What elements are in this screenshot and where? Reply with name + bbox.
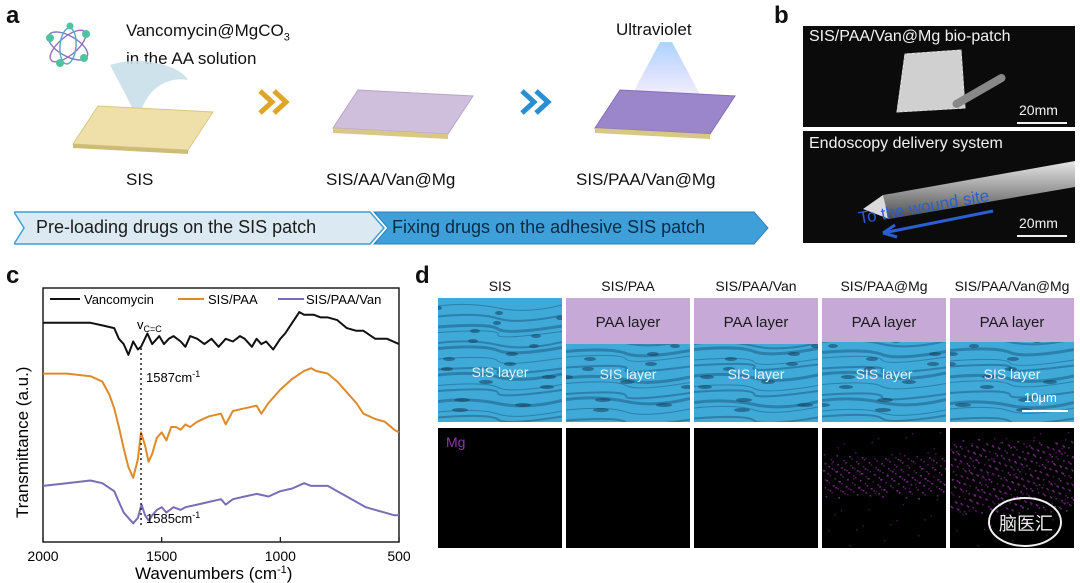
mg-map: Mg [438,428,562,548]
sem-column-title: SIS/PAA/Van [715,278,797,294]
legend-sis-paa: SIS/PAA [208,292,258,307]
series-line-sis-paa [43,367,400,479]
drug-molecule-illustration [46,22,90,67]
sis-layer-label: SIS layer [855,366,913,382]
mg-map [694,428,818,548]
watermark-logo: 脑医汇 [988,497,1062,547]
patch-label-sis-paa: SIS/PAA/Van@Mg [576,170,716,189]
arrow-icon-step2 [520,89,552,115]
sem-column-title: SIS/PAA/Van@Mg [954,278,1070,294]
ftir-chart: 2000 1500 1000 500 Vancomycin SIS/PAA SIS/P… [13,287,410,583]
sis-paa-patch [594,89,736,139]
sem-scalebar [1022,410,1068,412]
arrow-icon-step1 [258,89,290,115]
series-line-sis-paa-van [42,479,399,525]
sem-image: PAA layer SIS layer [566,298,690,422]
peak1-annotation: 1587cm-1 [146,369,200,385]
x-tick-label: 2000 [27,548,58,564]
plot-frame [42,287,400,543]
sem-column-title: SIS [488,278,512,294]
x-tick-label: 1500 [146,548,177,564]
sem-image: SIS layer [438,298,562,422]
step2-label: Fixing drugs on the adhesive SIS patch [392,217,706,237]
paa-layer-region [950,298,1074,342]
legend-sis-paa-van: SIS/PAA/Van [306,292,381,307]
panel-a-label: a [6,2,20,29]
mg-map [822,428,946,548]
step1-label: Pre-loading drugs on the SIS patch [36,217,317,237]
panel-c-label: c [6,262,20,289]
paa-layer-label: PAA layer [723,314,789,331]
paa-layer-label: PAA layer [979,314,1045,331]
x-tick-label: 1000 [265,548,296,564]
bio-patch-image [896,49,1006,113]
sem-column-title: SIS/PAA@Mg [840,278,928,294]
legend-vancomycin: Vancomycin [84,292,154,307]
x-tick-label: 500 [387,548,410,564]
drug-solution-stream [110,60,188,123]
bio-patch-scale-text: 20mm [1019,102,1058,118]
sis-layer-label: SIS layer [471,364,529,380]
sis-layer-label: SIS layer [599,366,657,382]
panel-d-label: d [415,262,430,289]
mg-map [950,428,1074,548]
vcc-annotation: vC=C [137,317,162,334]
x-axis-label: Wavenumbers (cm-1) [135,564,292,583]
peak2-annotation: 1585cm-1 [146,510,200,526]
sem-scale-text: 10μm [1024,390,1057,405]
endoscopy-scalebar [1017,235,1067,237]
sem-column-title: SIS/PAA [601,278,655,294]
panel-b-label: b [774,2,789,29]
patch-label-sis: SIS [126,170,154,189]
paa-layer-region [694,298,818,344]
paa-layer-label: PAA layer [851,314,917,331]
endoscopy-title: Endoscopy delivery system [809,135,1003,152]
endoscopy-scale-text: 20mm [1019,215,1058,231]
sis-patch [72,105,214,154]
mg-label: Mg [446,434,466,450]
paa-layer-label: PAA layer [595,314,661,331]
sis-layer-label: SIS layer [727,366,785,382]
bio-patch-photo: SIS/PAA/Van@Mg bio-patch 20mm [803,26,1075,127]
endoscope-image [863,161,1075,239]
sis-layer-label: SIS layer [983,366,1041,382]
bio-patch-title: SIS/PAA/Van@Mg bio-patch [809,28,1011,45]
endoscopy-photo: Endoscopy delivery system To the wound s… [803,131,1075,243]
uv-light-beam [628,42,704,102]
paa-layer-region [822,298,946,342]
patch-label-sis-aa: SIS/AA/Van@Mg [326,170,456,189]
bio-patch-scalebar [1017,122,1067,124]
uv-label: Ultraviolet [616,20,692,39]
sem-image: PAA layer SIS layer 10μm [950,298,1074,422]
series-line-vancomycin [43,311,400,356]
sis-aa-patch [332,89,474,139]
step-banners [14,211,769,245]
paa-layer-region [566,298,690,344]
sem-image: PAA layer SIS layer [822,298,946,422]
svg-text:脑医汇: 脑医汇 [999,514,1053,535]
mg-map [566,428,690,548]
y-axis-label: Transmittance (a.u.) [13,367,32,518]
sem-image: PAA layer SIS layer [694,298,818,422]
